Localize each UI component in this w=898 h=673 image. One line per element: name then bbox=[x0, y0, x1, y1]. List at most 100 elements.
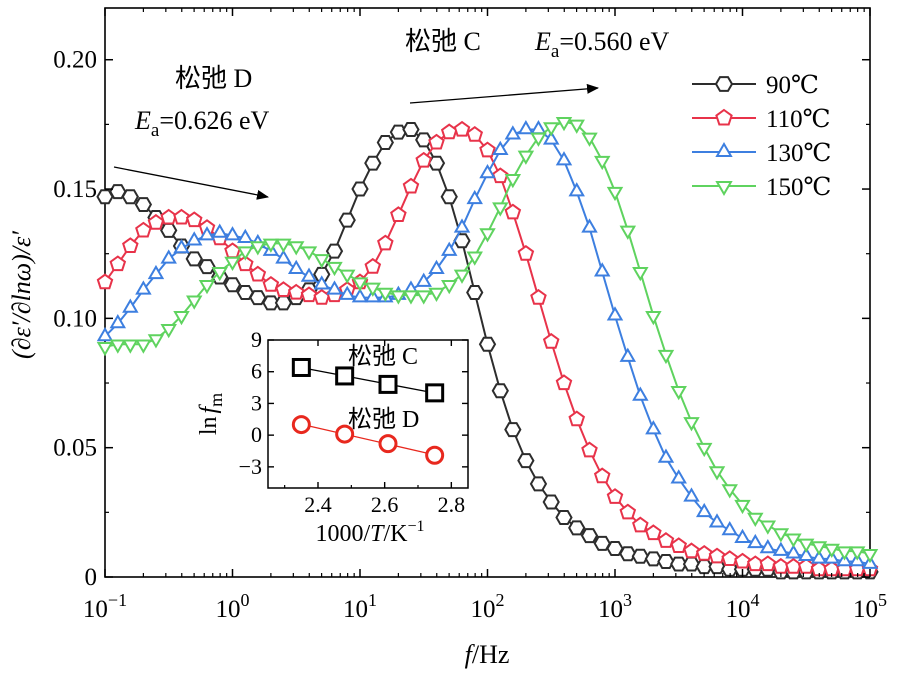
inset-y-label-ln: ln bbox=[196, 417, 222, 436]
data-point bbox=[593, 155, 611, 171]
data-point bbox=[224, 256, 241, 271]
data-point bbox=[517, 453, 535, 469]
x-tick-label: 100 bbox=[216, 590, 250, 623]
data-point bbox=[772, 528, 790, 543]
data-point bbox=[645, 524, 662, 541]
series-4 bbox=[96, 117, 879, 564]
data-point bbox=[122, 339, 139, 354]
y-tick-label: 0.05 bbox=[53, 435, 97, 462]
data-point bbox=[581, 132, 598, 147]
main-tick-layer: 10−1 100 101 102 103 104 105 0 0.05 0.10 0.15 0.20 bbox=[53, 8, 887, 623]
data-point bbox=[236, 255, 254, 272]
data-point bbox=[262, 295, 280, 311]
inset-tick-layer: 2.4 2.6 2.8 −3 0 3 6 9 bbox=[239, 327, 468, 517]
ea-symbol-d: E bbox=[134, 106, 151, 135]
data-point bbox=[147, 213, 165, 230]
data-point bbox=[466, 285, 484, 300]
data-point bbox=[275, 249, 292, 264]
data-point bbox=[287, 259, 305, 274]
inset-x-axis-label: 1000/T/K−1 bbox=[315, 518, 424, 547]
legend: 90℃ 110℃ 130℃ 150℃ bbox=[692, 72, 831, 201]
inset-x-label-unit: /K bbox=[384, 521, 409, 547]
data-point bbox=[670, 469, 687, 484]
data-point bbox=[428, 259, 445, 274]
data-point bbox=[453, 218, 471, 233]
inset-y-tick-label: 0 bbox=[251, 422, 262, 447]
data-point bbox=[390, 290, 407, 305]
x-axis-label-var: f bbox=[465, 640, 476, 669]
data-point bbox=[275, 238, 292, 253]
inset-plot: 2.4 2.6 2.8 −3 0 3 6 9 松弛 C 松弛 D 1000/T/K−1 ln f… bbox=[196, 327, 469, 547]
data-point bbox=[619, 546, 637, 562]
data-point bbox=[747, 512, 764, 528]
data-point bbox=[364, 155, 382, 171]
data-point bbox=[657, 448, 675, 463]
data-point bbox=[530, 288, 547, 305]
data-point bbox=[479, 228, 496, 243]
data-point bbox=[529, 476, 548, 492]
data-point bbox=[542, 332, 560, 349]
data-point bbox=[198, 259, 216, 275]
data-point bbox=[695, 502, 713, 518]
data-point bbox=[402, 122, 420, 138]
data-point bbox=[479, 164, 496, 179]
data-point bbox=[300, 267, 318, 282]
inset-y-axis-label: ln fm bbox=[196, 393, 226, 435]
data-point bbox=[287, 283, 305, 300]
data-point bbox=[721, 520, 738, 536]
arrow-relax-c bbox=[409, 83, 599, 104]
data-point bbox=[313, 275, 330, 290]
data-point bbox=[109, 339, 127, 354]
data-point bbox=[683, 542, 700, 559]
inset-data-point bbox=[425, 445, 445, 465]
data-point bbox=[96, 189, 114, 205]
legend-item: 110℃ bbox=[692, 106, 831, 133]
data-point bbox=[390, 206, 407, 222]
data-point bbox=[428, 287, 445, 303]
x-axis-label: f/Hz bbox=[465, 640, 510, 669]
data-point bbox=[121, 189, 139, 205]
data-point bbox=[440, 189, 458, 205]
data-point bbox=[670, 556, 688, 572]
data-point bbox=[453, 120, 471, 137]
x-axis-label-unit: /Hz bbox=[472, 640, 510, 669]
annotation-relax-c-ea: Ea=0.560 eV bbox=[534, 27, 670, 62]
ea-value-d: =0.626 eV bbox=[159, 106, 269, 135]
data-point bbox=[670, 537, 688, 554]
main-axes-lines bbox=[104, 7, 871, 578]
data-point bbox=[504, 422, 522, 438]
data-point bbox=[517, 244, 535, 261]
legend-marker bbox=[715, 181, 733, 196]
data-point bbox=[759, 555, 777, 572]
data-point bbox=[708, 547, 726, 564]
legend-marker bbox=[715, 108, 733, 126]
annotation-relax-c: 松弛 C bbox=[405, 27, 481, 56]
data-point bbox=[237, 246, 254, 261]
data-point bbox=[581, 218, 598, 233]
inset-x-tick-label: 2.6 bbox=[371, 492, 399, 517]
data-point bbox=[453, 269, 471, 284]
annotation-relax-d: 松弛 D bbox=[175, 64, 252, 93]
data-point bbox=[645, 420, 662, 435]
data-point bbox=[185, 211, 203, 228]
data-point bbox=[606, 541, 624, 557]
data-point bbox=[198, 279, 216, 295]
data-point bbox=[785, 557, 802, 574]
data-point bbox=[759, 520, 777, 535]
data-point bbox=[185, 295, 203, 310]
data-point bbox=[568, 410, 586, 427]
data-point bbox=[721, 484, 738, 499]
inset-x-tick-label: 2.4 bbox=[304, 492, 332, 517]
data-point bbox=[606, 186, 624, 202]
data-point bbox=[287, 241, 305, 256]
data-point bbox=[581, 441, 598, 458]
data-point bbox=[326, 280, 343, 295]
data-point bbox=[237, 228, 254, 243]
data-point bbox=[364, 282, 382, 297]
data-point bbox=[504, 173, 522, 189]
data-point bbox=[428, 133, 445, 150]
inset-x-label-var: T bbox=[370, 521, 385, 547]
data-point bbox=[606, 488, 624, 504]
data-point bbox=[644, 551, 663, 567]
data-point bbox=[198, 226, 216, 241]
